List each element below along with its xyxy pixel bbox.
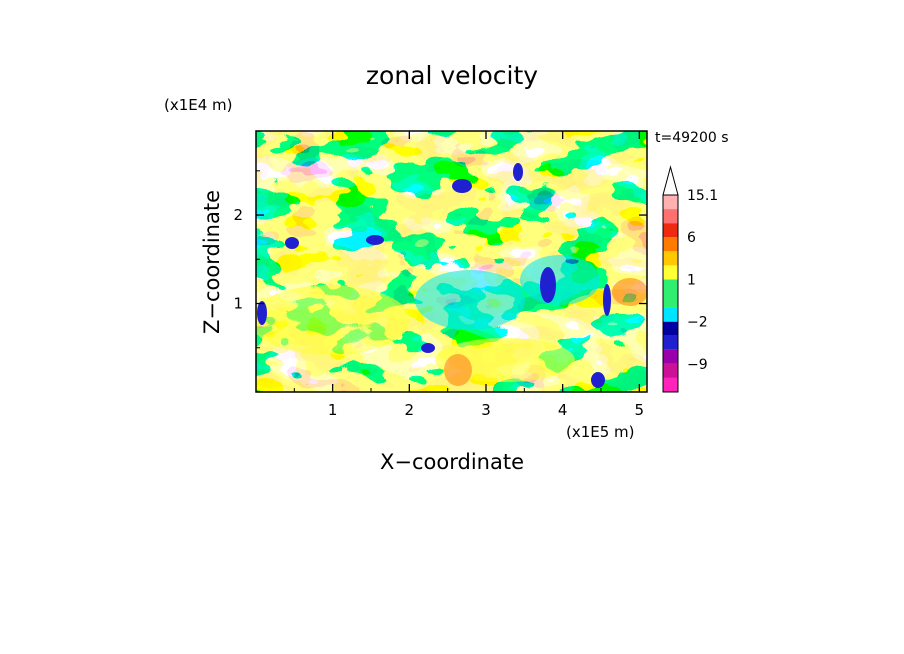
- colorbar-segment: [663, 307, 678, 322]
- x-tick-label: 5: [635, 401, 645, 419]
- colorbar-segment: [663, 293, 678, 308]
- x-axis-unit-label: (x1E5 m): [566, 423, 635, 441]
- negative-core-7: [603, 284, 611, 316]
- yellow-region-lower-left: [256, 285, 410, 355]
- colorbar-segment: [663, 237, 678, 252]
- colorbar: 15.1 6 1 −2 −9: [662, 165, 718, 393]
- negative-core-5: [257, 301, 267, 325]
- y-tick-label: 2: [233, 206, 243, 224]
- negative-core-1: [452, 179, 472, 193]
- x-axis-ticks: 1 2 3 4 5: [293, 131, 645, 419]
- negative-core-9: [591, 372, 605, 388]
- colorbar-segment: [663, 377, 678, 392]
- colorbar-segment: [663, 251, 678, 266]
- colorbar-segment: [663, 363, 678, 378]
- field-structures: [256, 255, 647, 386]
- plot-frame: [255, 130, 648, 393]
- negative-core-3: [285, 237, 299, 249]
- y-axis-title: Z−coordinate: [200, 190, 224, 334]
- negative-core-4: [540, 267, 556, 303]
- colorbar-segment: [663, 349, 678, 364]
- colorbar-segment: [663, 209, 678, 224]
- colorbar-label: −9: [687, 357, 708, 373]
- colorbar-label: 15.1: [687, 188, 718, 204]
- negative-core-8: [513, 163, 523, 181]
- x-tick-label: 2: [405, 401, 415, 419]
- y-axis-unit-label: (x1E4 m): [164, 96, 233, 114]
- colorbar-extend-arrow: [662, 165, 679, 196]
- x-tick-label: 4: [558, 401, 568, 419]
- plot-area: [256, 131, 647, 392]
- colorbar-segment: [663, 279, 678, 294]
- colorbar-segment: [663, 223, 678, 238]
- chart-title: zonal velocity: [366, 61, 538, 90]
- colorbar-label: −2: [687, 315, 708, 331]
- negative-cores: [257, 163, 611, 388]
- colorbar-label: 1: [687, 272, 696, 288]
- cyan-region-right: [520, 255, 600, 305]
- x-tick-label: 1: [328, 401, 338, 419]
- colorbar-segment: [663, 195, 678, 210]
- x-tick-label: 3: [481, 401, 491, 419]
- negative-core-6: [421, 343, 435, 353]
- y-tick-label: 1: [233, 295, 243, 313]
- colorbar-segment: [663, 265, 678, 280]
- negative-core-2: [366, 235, 384, 245]
- x-axis-title: X−coordinate: [380, 450, 524, 474]
- colorbar-segment: [663, 321, 678, 336]
- colorbar-segment: [663, 335, 678, 350]
- y-axis-ticks: 12: [233, 170, 647, 349]
- cyan-region-center: [415, 270, 525, 330]
- colorbar-label: 6: [687, 230, 696, 246]
- orange-region-lower: [444, 354, 472, 386]
- time-label: t=49200 s: [655, 130, 729, 146]
- orange-region-right: [612, 278, 647, 306]
